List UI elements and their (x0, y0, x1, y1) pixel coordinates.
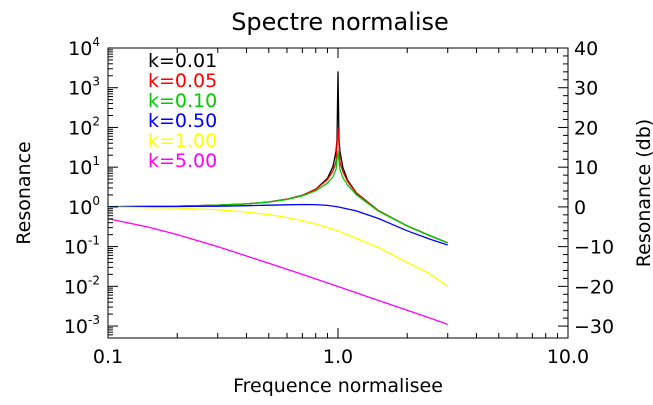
y-tick-label: 101 (68, 154, 100, 179)
y2-tick-label: 0 (574, 197, 586, 219)
y-tick-label: 10-1 (64, 234, 100, 259)
y2-tick-label: 20 (574, 117, 598, 139)
legend-entry: k=0.01 (148, 50, 217, 72)
x-tick-label: 10.0 (547, 346, 589, 368)
y2-axis-label: Resonance (db) (633, 119, 653, 267)
y-axis-label: Resonance (13, 141, 35, 244)
legend-entry: k=0.50 (148, 110, 217, 132)
y2-tick-label: −30 (574, 316, 614, 338)
series-line-k=5.00 (107, 218, 448, 326)
y-tick-label: 103 (68, 75, 100, 100)
x-tick-label: 0.1 (93, 346, 123, 368)
y-tick-label: 102 (68, 114, 100, 139)
series-line-k=0.10 (107, 150, 448, 244)
legend-entry: k=1.00 (148, 130, 217, 152)
legend-entry: k=0.05 (148, 70, 217, 92)
legend-entry: k=5.00 (148, 150, 217, 172)
y2-tick-label: −20 (574, 276, 614, 298)
y2-tick-label: 10 (574, 157, 598, 179)
y-tick-label: 10-2 (64, 273, 100, 298)
legend: k=0.01k=0.05k=0.10k=0.50k=1.00k=5.00 (148, 50, 217, 172)
y2-tick-label: −10 (574, 237, 614, 259)
x-tick-label: 1.0 (323, 346, 353, 368)
y-tick-label: 10-3 (64, 313, 100, 338)
y-tick-label: 100 (68, 194, 100, 219)
x-axis-label: Frequence normalisee (233, 375, 443, 397)
y2-tick-label: 40 (574, 38, 598, 60)
legend-entry: k=0.10 (148, 90, 217, 112)
plot-lines (107, 71, 449, 326)
y2-tick-label: 30 (574, 78, 598, 100)
axes: 0.1 1.0 10.010-310-210-1100101102103104−30… (64, 35, 614, 368)
series-line-k=0.50 (107, 203, 448, 246)
series-line-k=1.00 (107, 206, 449, 287)
y-tick-label: 104 (68, 35, 100, 60)
chart-title: Spectre normalise (231, 8, 449, 36)
